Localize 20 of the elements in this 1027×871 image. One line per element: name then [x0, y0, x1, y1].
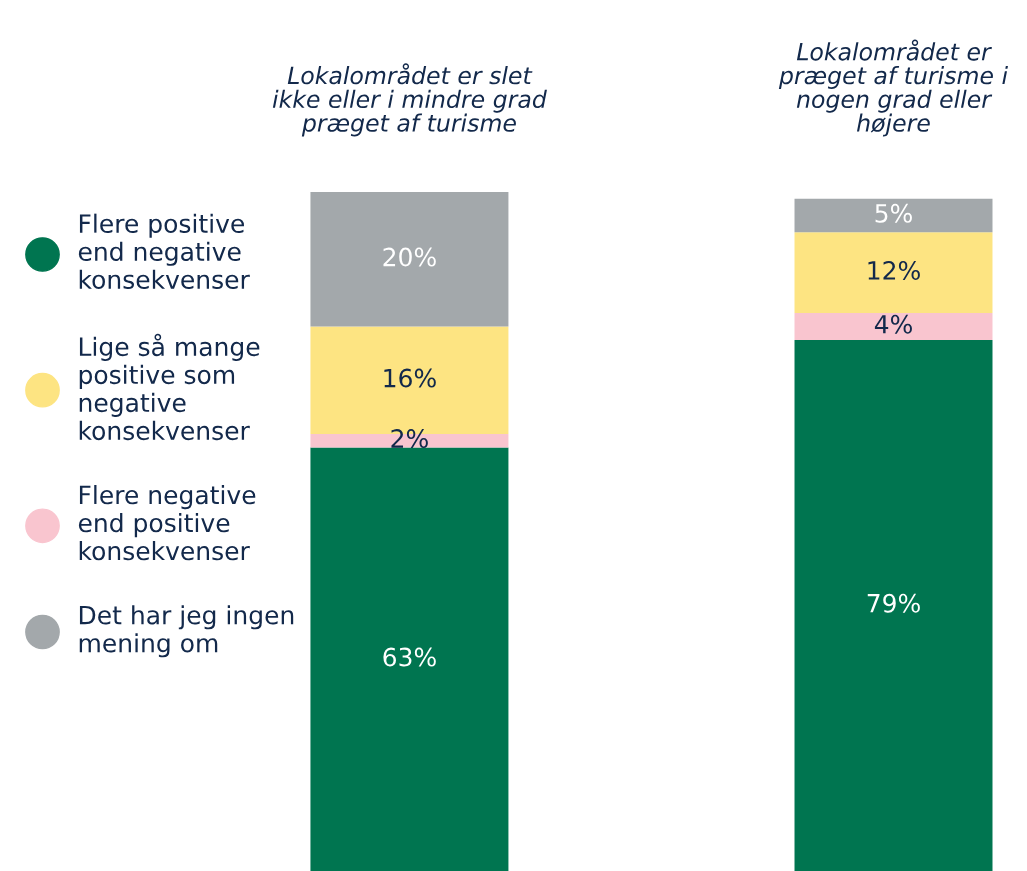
data-label: 5% [875, 203, 912, 223]
data-label: 79% [867, 593, 920, 613]
x-tick-label: Lokalområdet er slet ikke eller i mindre grad præget af turisme [272, 63, 547, 137]
data-label: 63% [383, 647, 436, 667]
legend-label: Det har jeg ingen mening om [79, 605, 294, 658]
bar [794, 232, 993, 314]
bar [794, 198, 993, 233]
bar [310, 192, 509, 327]
data-label: 20% [383, 247, 436, 267]
bar [310, 447, 509, 871]
legend-label: Flere positive end negative konsekvenser [78, 213, 250, 289]
legend-label: Lige så mange positive som negative konsekvenser [79, 333, 260, 441]
data-label: 2% [391, 429, 428, 448]
data-label: 4% [874, 314, 912, 334]
x-tick-label: Lokalområdet er præget af turisme i nogen grad eller højere [778, 39, 1008, 137]
bar [794, 313, 993, 340]
bar [794, 339, 993, 871]
legend-label: Flere negative end positive konsekvenser [78, 484, 256, 561]
data-label: 16% [384, 368, 436, 388]
data-label: 12% [868, 261, 920, 280]
